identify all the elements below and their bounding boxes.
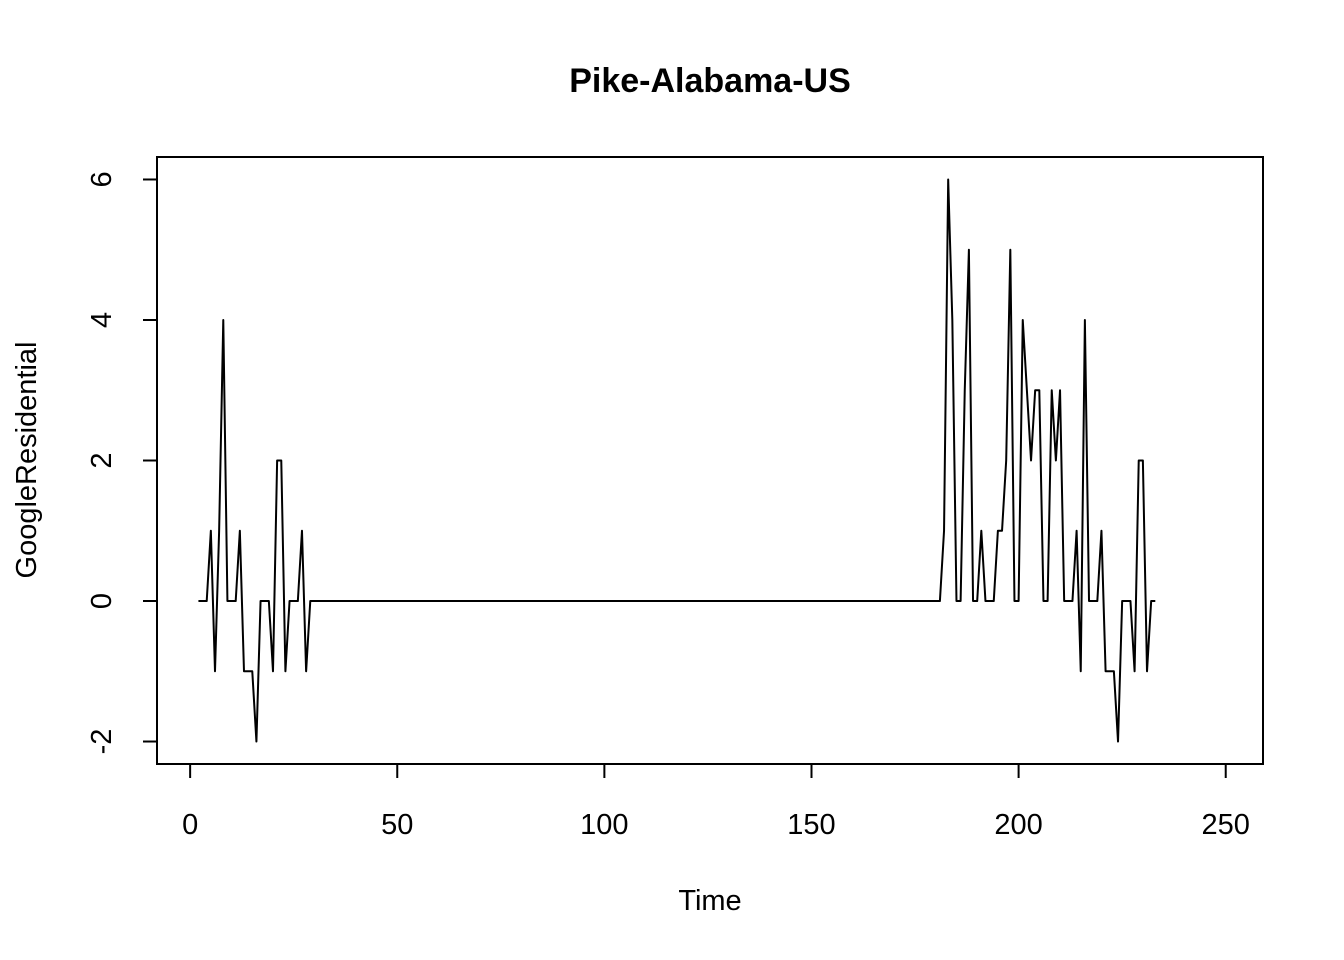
y-axis: -2 0 2 4 6 xyxy=(86,171,158,755)
y-tick-label: 4 xyxy=(86,312,118,328)
y-tick-label: 2 xyxy=(86,452,118,468)
y-tick-label: -2 xyxy=(86,729,118,755)
x-tick-label: 100 xyxy=(580,809,628,841)
x-tick-label: 50 xyxy=(381,809,413,841)
y-axis-label: GoogleResidential xyxy=(11,342,43,579)
x-tick-label: 250 xyxy=(1202,809,1250,841)
x-tick-label: 150 xyxy=(787,809,835,841)
x-axis-label: Time xyxy=(678,885,741,917)
series-line xyxy=(198,178,1156,743)
x-tick-label: 0 xyxy=(182,809,198,841)
x-axis: 0 50 100 150 200 250 xyxy=(182,763,1250,841)
chart-title: Pike-Alabama-US xyxy=(569,62,851,100)
y-tick-label: 0 xyxy=(86,593,118,609)
y-tick-label: 6 xyxy=(86,171,118,187)
x-tick-label: 200 xyxy=(994,809,1042,841)
plot-frame xyxy=(156,156,1264,765)
